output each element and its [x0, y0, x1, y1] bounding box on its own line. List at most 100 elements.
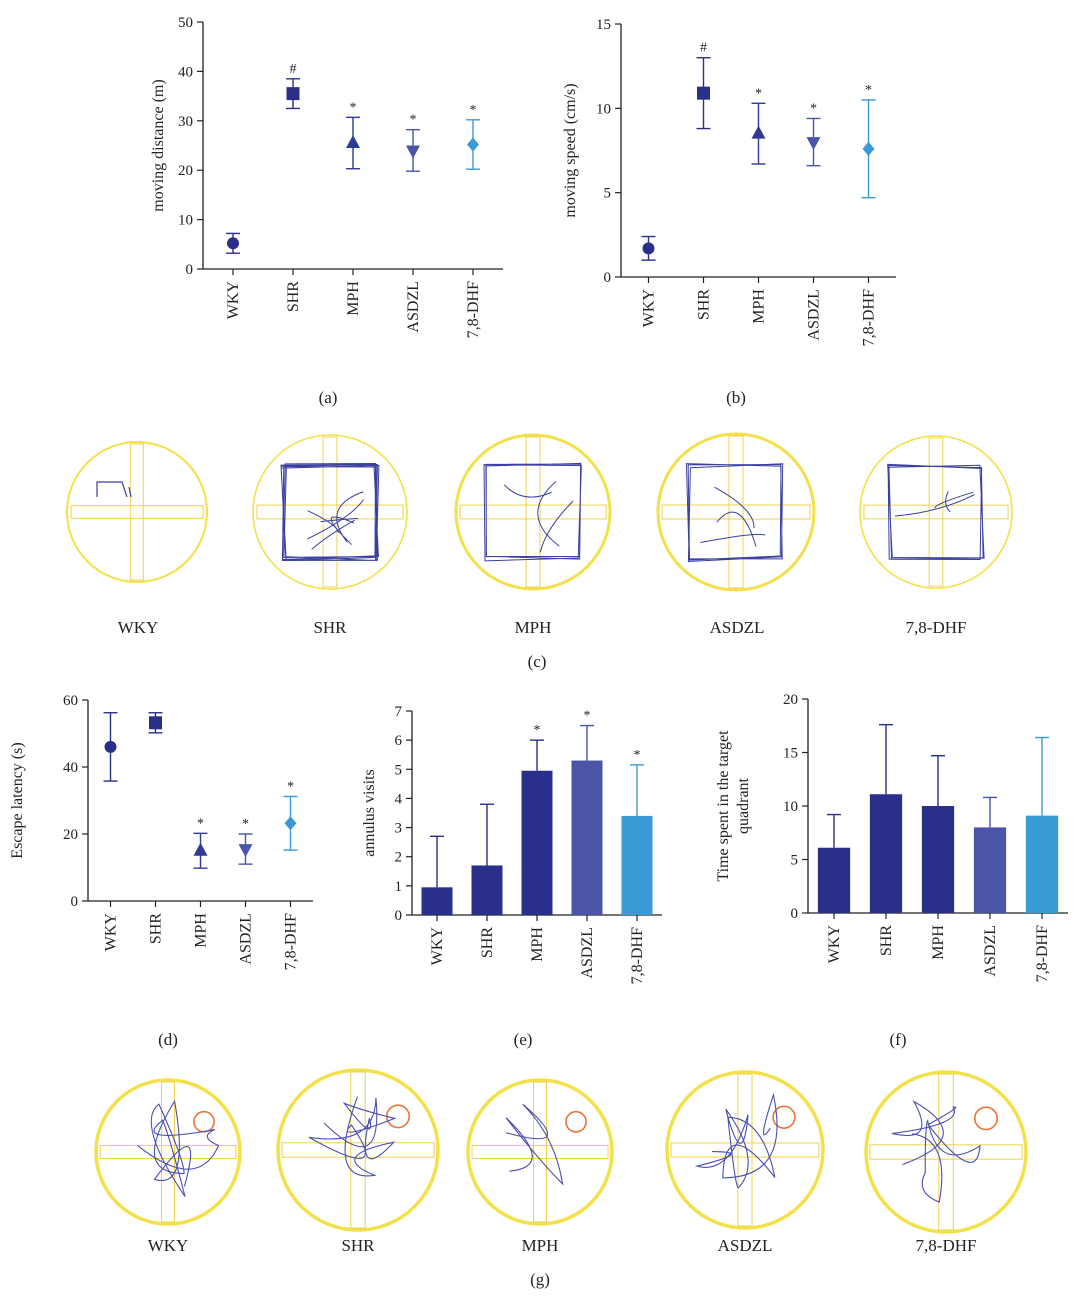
chart-a-xtick-label: WKY — [225, 281, 242, 320]
chart-e-ytick-label: 5 — [395, 762, 403, 778]
track-c-0-maze-arm-vertical — [130, 443, 144, 581]
chart-e-ytick-label: 0 — [395, 908, 403, 924]
chart-d-point — [193, 842, 208, 856]
track-g-3-swim-path — [694, 1092, 778, 1189]
chart-a-annotation: * — [350, 100, 357, 115]
track-c-1-maze-arm-vertical — [322, 436, 338, 588]
track-g-0-maze-arm-horizontal — [99, 1145, 237, 1159]
chart-a-xtick-label: SHR — [285, 281, 302, 312]
chart-e-ylabel: annulus visits — [361, 769, 378, 857]
chart-f-bar — [921, 806, 955, 913]
chart-e-xtick-label: 7,8-DHF — [629, 927, 646, 984]
track-g-4-swim-path — [891, 1100, 981, 1203]
panel-label-e: (e) — [513, 1030, 533, 1049]
track-c-1-arena-ring — [252, 434, 408, 590]
chart-e-plot: 0 1 2 3 4 5 6 7 annulus visits WKY SHR MPH * ASDZL * 7,… — [361, 704, 662, 984]
chart-a-annotation: * — [470, 103, 477, 118]
track-c-4-maze-arm-vertical — [928, 437, 944, 587]
chart-d-xtick-label: WKY — [103, 913, 120, 952]
chart-e: 0 1 2 3 4 5 6 7 annulus visits WKY SHR MPH * ASDZL * 7,… — [361, 704, 662, 984]
chart-a-point — [227, 237, 239, 250]
chart-a-point — [346, 135, 360, 149]
tracks-g — [94, 1068, 1028, 1234]
chart-a-ytick-label: 20 — [178, 163, 193, 179]
chart-b-point — [697, 86, 710, 100]
chart-f-ytick-label: 15 — [783, 746, 798, 762]
track-c-4-swim-path — [887, 463, 985, 561]
chart-e-xtick-label: SHR — [479, 927, 496, 958]
track-g-3-platform-annulus — [772, 1105, 796, 1129]
track-g-1-platform-annulus — [385, 1104, 410, 1129]
chart-f-xtick-label: WKY — [826, 925, 843, 964]
track-c-0-arena-ring — [66, 441, 208, 583]
chart-f-bar — [1025, 815, 1059, 913]
chart-a-ylabel: moving distance (m) — [150, 79, 167, 211]
track-g-label-0: WKY — [147, 1236, 189, 1255]
track-c-2-maze-arm-horizontal — [459, 504, 607, 520]
chart-e-bar — [621, 815, 653, 915]
track-g-3-arena-ring — [665, 1070, 825, 1230]
track-g-label-1: SHR — [341, 1236, 375, 1255]
track-c-2-arena-ring — [454, 433, 612, 591]
chart-f-ytick-label: 0 — [791, 906, 799, 922]
chart-a-ytick-label: 50 — [178, 15, 193, 31]
chart-e-bar — [521, 770, 553, 915]
track-c-4-arena-ring — [859, 435, 1013, 589]
chart-a-annotation: * — [410, 113, 417, 128]
chart-b-plot: 0 5 10 15 moving speed (cm/s) WKY SHR # MPH * ASDZ… — [562, 17, 896, 346]
chart-b-point — [642, 242, 655, 255]
chart-f-xtick-label: ASDZL — [982, 925, 999, 977]
track-c-label-0: WKY — [117, 618, 159, 637]
chart-f-xtick-label: MPH — [930, 925, 947, 960]
track-c-3-swim-path — [685, 463, 784, 563]
track-c-3-maze-arm-vertical — [728, 435, 744, 589]
track-g-4-arena-ring — [864, 1070, 1028, 1234]
chart-d-point — [104, 740, 117, 753]
chart-a-ytick-label: 10 — [178, 213, 193, 229]
track-g-3-maze-arm-vertical — [737, 1073, 753, 1227]
chart-b-ylabel: moving speed (cm/s) — [562, 83, 579, 217]
chart-e-ytick-label: 2 — [395, 850, 403, 866]
chart-f-ylabel-line: quadrant — [735, 777, 752, 834]
track-c-0-swim-path — [96, 481, 132, 498]
chart-f-plot: 0 5 10 15 20 Time spent in the target quadrant… — [715, 692, 1068, 982]
chart-d-xtick-label: ASDZL — [238, 913, 255, 965]
chart-d-xtick-label: MPH — [193, 913, 210, 948]
track-g-2-platform-annulus — [565, 1110, 587, 1133]
chart-e-ytick-label: 7 — [395, 704, 403, 720]
chart-d-ytick-label: 40 — [63, 760, 78, 776]
chart-e-ytick-label: 6 — [395, 733, 403, 749]
chart-d-annotation: * — [197, 816, 204, 831]
track-g-2-maze-arm-vertical — [533, 1081, 547, 1223]
panel-label-d: (d) — [158, 1030, 178, 1049]
chart-b-annotation: * — [810, 101, 817, 116]
track-g-0-swim-path — [137, 1099, 220, 1197]
chart-e-annotation: * — [634, 748, 641, 763]
track-c-1-swim-path — [280, 463, 380, 562]
chart-b-point — [751, 125, 766, 139]
chart-a-plot: 0 10 20 30 40 50 moving distance (m) WKY SHR # MPH… — [150, 15, 503, 338]
chart-d-xtick-label: 7,8-DHF — [283, 913, 300, 970]
panel-label-c: (c) — [527, 652, 547, 671]
chart-d-point — [284, 816, 297, 831]
chart-a-xtick-label: MPH — [345, 281, 362, 316]
chart-a-ytick-label: 30 — [178, 114, 193, 130]
chart-a-annotation: # — [290, 62, 297, 77]
chart-e-bar — [471, 865, 503, 915]
track-g-2-maze-arm-horizontal — [471, 1145, 609, 1159]
chart-e-annotation: * — [534, 723, 541, 738]
chart-b-xtick-label: SHR — [696, 289, 713, 320]
track-g-1-maze-arm-vertical — [350, 1071, 366, 1229]
chart-b-ytick-label: 5 — [604, 186, 612, 202]
chart-b-xtick-label: ASDZL — [806, 289, 823, 341]
track-g-0-maze-arm-vertical — [161, 1081, 175, 1223]
chart-b-point — [862, 141, 875, 156]
chart-a-xtick-label: 7,8-DHF — [465, 281, 482, 338]
track-g-0-arena-ring — [94, 1078, 242, 1226]
track-g-2-arena-ring — [466, 1078, 614, 1226]
chart-e-xtick-label: WKY — [429, 927, 446, 966]
track-c-3-arena-ring — [656, 432, 816, 592]
chart-b-xtick-label: MPH — [751, 289, 768, 324]
panel-label-a: (a) — [318, 388, 338, 407]
track-c-1-maze-arm-horizontal — [256, 504, 404, 520]
